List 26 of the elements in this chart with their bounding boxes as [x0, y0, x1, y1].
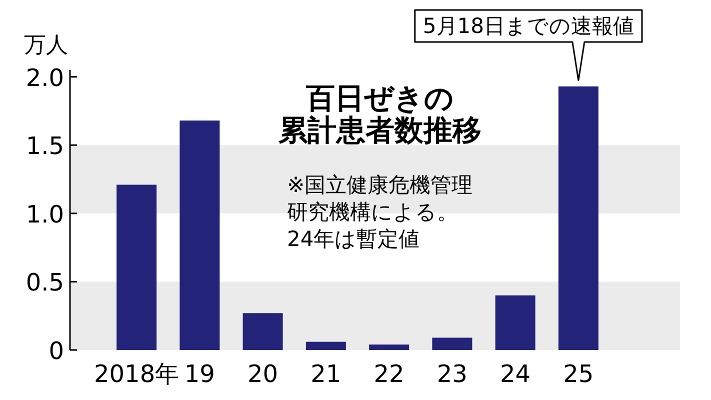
y-tick-label: 0.5	[26, 268, 64, 297]
bar	[432, 338, 472, 350]
x-tick-label: 24	[500, 360, 531, 388]
y-tick-label: 1.0	[26, 200, 64, 228]
x-tick-label: 23	[436, 360, 468, 388]
x-tick-label: 21	[310, 360, 342, 388]
x-tick-label: 19	[184, 360, 215, 388]
y-tick-label: 2.0	[26, 64, 64, 92]
annotation: 24年は暫定値	[287, 227, 420, 251]
y-axis-title: 万人	[24, 33, 68, 58]
x-tick-label: 20	[248, 360, 278, 388]
y-tick-label: 0	[48, 337, 64, 365]
text: 百日ぜきの累計患者数推移	[278, 81, 482, 147]
annotation: ※国立健康危機管理研究機構による。	[287, 173, 473, 224]
x-tick-label: 25	[563, 360, 594, 388]
x-tick-label: 2018年	[94, 360, 180, 388]
bar	[306, 342, 346, 350]
bar	[242, 313, 283, 350]
annotation: 5月18日までの速報値	[422, 14, 634, 38]
bar	[495, 295, 536, 350]
bar	[369, 344, 410, 350]
bar	[116, 184, 157, 350]
bar	[558, 86, 598, 350]
y-tick-label: 1.5	[26, 132, 64, 160]
bar	[180, 120, 220, 350]
x-tick-label: 22	[374, 360, 404, 388]
